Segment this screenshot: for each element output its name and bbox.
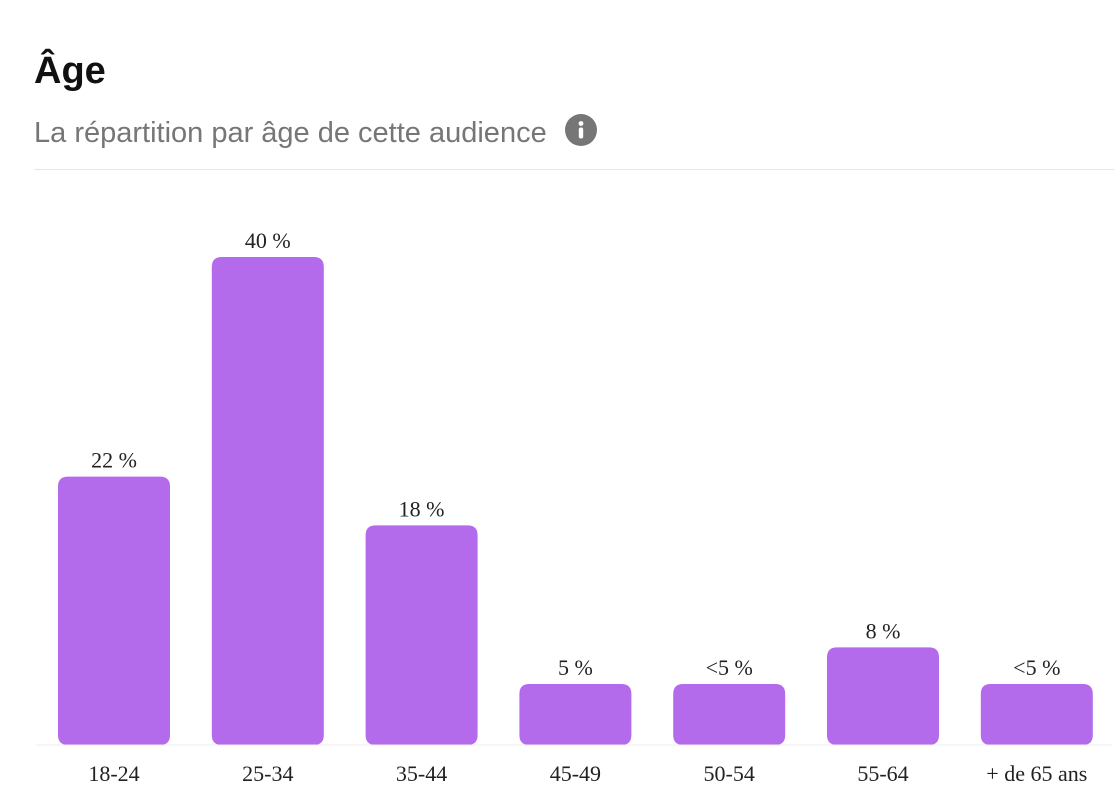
bar-value-label: <5 %	[706, 655, 753, 680]
bar-value-label: <5 %	[1013, 655, 1060, 680]
header-divider	[34, 169, 1114, 170]
bar-value-label: 22 %	[91, 448, 137, 473]
subtitle-text: La répartition par âge de cette audience	[34, 117, 547, 149]
x-tick-label: 25-34	[242, 761, 293, 786]
x-tick-label: 50-54	[704, 761, 755, 786]
bar-50-54[interactable]	[673, 684, 786, 745]
bar-55-64[interactable]	[827, 647, 939, 745]
bar-25-34[interactable]	[211, 257, 324, 745]
info-icon[interactable]	[564, 114, 597, 147]
bar-value-label: 40 %	[245, 228, 291, 253]
x-tick-label: 45-49	[550, 761, 601, 786]
chart-subtitle: La répartition par âge de cette audience	[34, 114, 597, 151]
bar-35-44[interactable]	[365, 525, 478, 745]
bar-value-label: 8 %	[866, 618, 901, 643]
age-bar-chart: 22 % 18-24 40 % 25-34 18 % 35-44 5 % 45-49 <5 % 5…	[36, 228, 1112, 786]
bars-layer	[58, 257, 1093, 745]
bar-18-24[interactable]	[58, 476, 170, 745]
x-tick-label: 18-24	[88, 761, 139, 786]
labels-layer: 22 % 18-24 40 % 25-34 18 % 35-44 5 % 45-49 <5 % 5…	[88, 228, 1087, 786]
page-title: Âge	[34, 50, 106, 92]
x-tick-label: 35-44	[396, 761, 447, 786]
x-tick-label: + de 65 ans	[986, 761, 1087, 786]
bar-value-label: 18 %	[399, 496, 445, 521]
x-tick-label: 55-64	[857, 761, 908, 786]
bar-value-label: 5 %	[558, 655, 593, 680]
bar-de-65-ans[interactable]	[980, 684, 1093, 745]
bar-45-49[interactable]	[519, 684, 632, 745]
